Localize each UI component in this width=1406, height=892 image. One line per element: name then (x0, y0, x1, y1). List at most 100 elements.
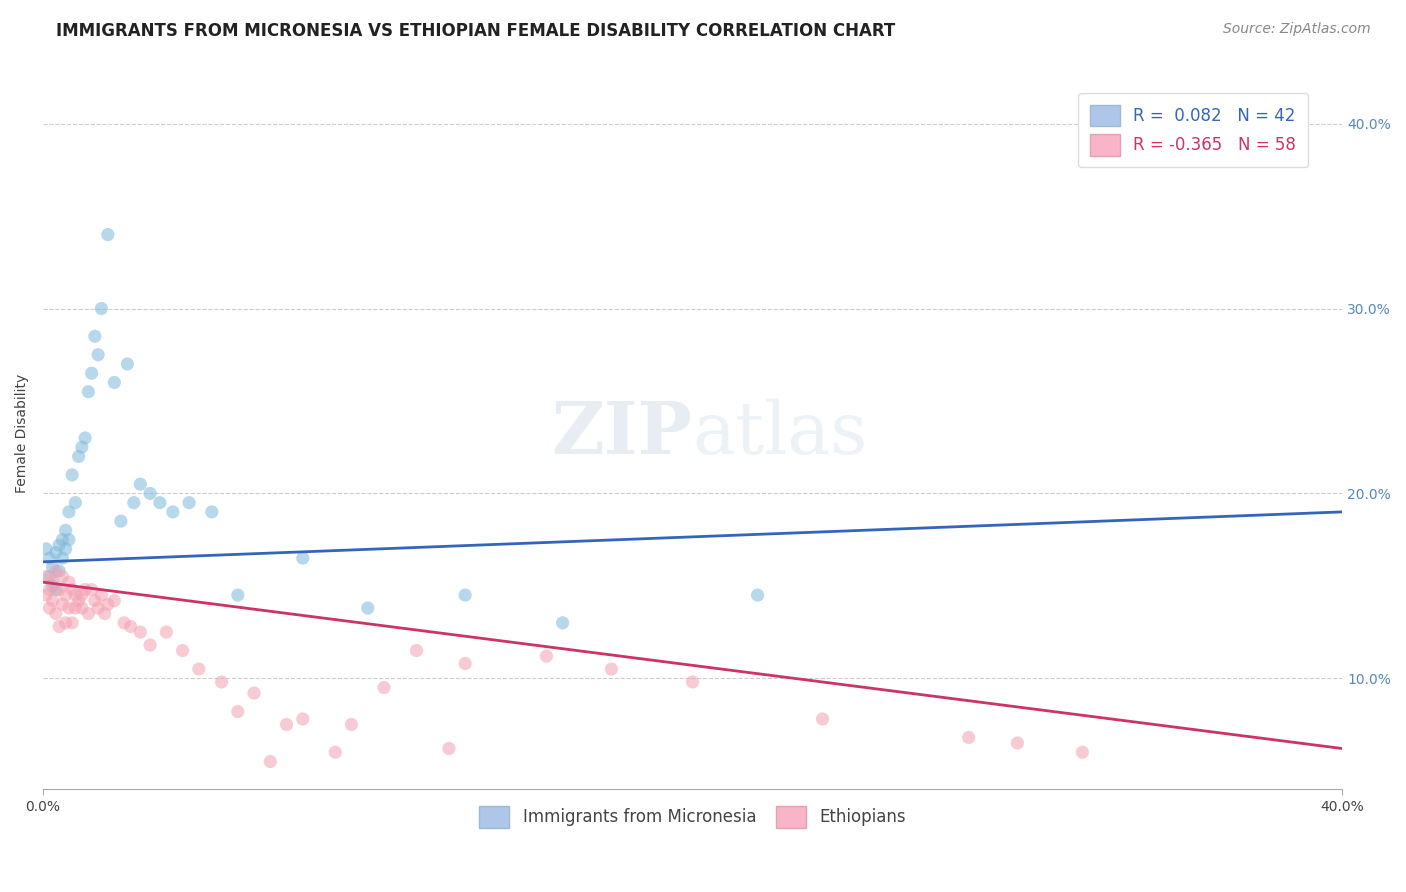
Point (70, 601, 93, 615)
Point (110, 514, 132, 528)
Point (1071, 745, 1094, 759)
Point (454, 657, 477, 671)
Point (551, 615, 574, 630)
Point (405, 643, 427, 657)
Point (90, 301, 112, 316)
Point (187, 662, 209, 676)
Y-axis label: Female Disability: Female Disability (15, 374, 30, 493)
Point (45, 564, 67, 578)
Point (75, 582, 97, 597)
Point (90, 588, 112, 602)
Point (65, 496, 87, 510)
Point (77, 384, 100, 399)
Point (45, 607, 67, 621)
Point (51, 598, 73, 612)
Point (149, 496, 172, 510)
Point (35, 588, 58, 602)
Point (340, 717, 363, 731)
Point (41, 560, 63, 574)
Point (45, 582, 67, 597)
Point (357, 601, 380, 615)
Point (437, 741, 460, 756)
Point (103, 593, 125, 607)
Point (259, 755, 281, 769)
Point (51, 569, 73, 583)
Point (35, 541, 58, 556)
Point (117, 357, 139, 371)
Point (55, 524, 77, 538)
Text: Source: ZipAtlas.com: Source: ZipAtlas.com (1223, 22, 1371, 37)
Text: atlas: atlas (693, 398, 868, 468)
Point (60, 615, 83, 630)
Point (811, 712, 834, 726)
Point (55, 588, 77, 602)
Point (291, 551, 314, 566)
Point (226, 588, 249, 602)
Point (38, 601, 60, 615)
Point (65, 588, 87, 602)
Point (58, 505, 80, 519)
Point (112, 615, 135, 630)
Point (51, 551, 73, 566)
Point (129, 477, 152, 491)
Point (747, 588, 769, 602)
Point (201, 505, 224, 519)
Point (177, 496, 200, 510)
Point (83, 593, 105, 607)
Point (172, 643, 194, 657)
Point (60, 582, 83, 597)
Point (87, 348, 110, 362)
Point (162, 505, 184, 519)
Point (67, 450, 90, 464)
Point (957, 731, 980, 745)
Point (48, 619, 70, 633)
Point (58, 575, 80, 590)
Point (75, 431, 97, 445)
Point (41, 579, 63, 593)
Point (55, 541, 77, 556)
Point (51, 533, 73, 547)
Point (67, 593, 90, 607)
Point (83, 329, 105, 343)
Point (373, 681, 395, 695)
Point (80, 582, 103, 597)
Point (48, 538, 70, 552)
Point (38, 569, 60, 583)
Point (55, 615, 77, 630)
Point (139, 638, 162, 652)
Point (600, 662, 623, 676)
Point (120, 619, 142, 633)
Point (682, 675, 704, 690)
Point (58, 601, 80, 615)
Point (70, 440, 93, 454)
Point (77, 607, 100, 621)
Point (93, 607, 115, 621)
Point (291, 712, 314, 726)
Legend: Immigrants from Micronesia, Ethiopians: Immigrants from Micronesia, Ethiopians (472, 799, 912, 834)
Point (87, 601, 110, 615)
Point (97, 598, 120, 612)
Point (48, 582, 70, 597)
Point (243, 686, 266, 700)
Point (58, 533, 80, 547)
Text: ZIP: ZIP (551, 398, 693, 469)
Point (35, 569, 58, 583)
Point (70, 588, 93, 602)
Point (97, 227, 120, 242)
Point (103, 376, 125, 390)
Point (41, 593, 63, 607)
Point (60, 467, 83, 482)
Point (323, 745, 346, 759)
Point (38, 551, 60, 566)
Point (45, 545, 67, 559)
Point (122, 496, 145, 510)
Point (155, 625, 177, 640)
Point (38, 582, 60, 597)
Point (41, 575, 63, 590)
Point (48, 564, 70, 578)
Point (65, 601, 87, 615)
Text: IMMIGRANTS FROM MICRONESIA VS ETHIOPIAN FEMALE DISABILITY CORRELATION CHART: IMMIGRANTS FROM MICRONESIA VS ETHIOPIAN … (56, 22, 896, 40)
Point (211, 675, 233, 690)
Point (454, 588, 477, 602)
Point (1007, 736, 1029, 750)
